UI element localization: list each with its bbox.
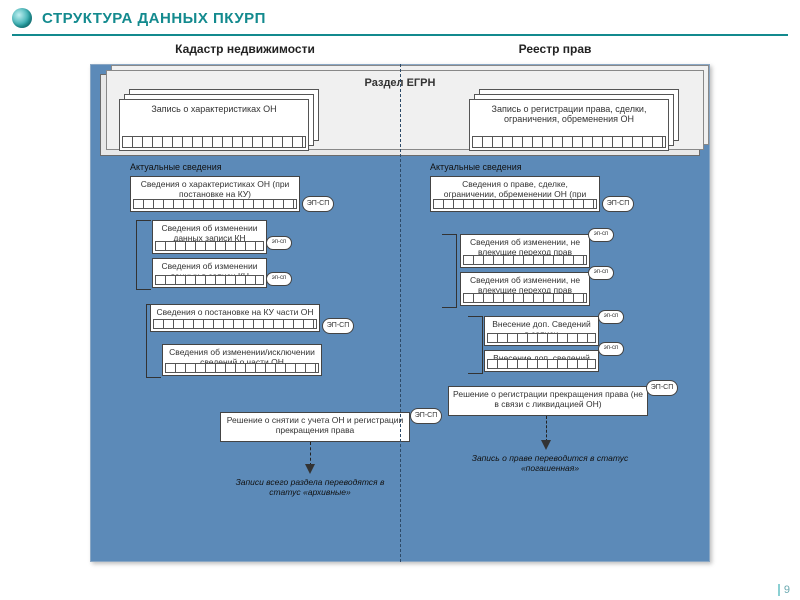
logo-icon: [12, 8, 32, 28]
barcode-icon: [472, 136, 666, 148]
right-arrow-line: [546, 416, 547, 442]
arrow-down-icon: [541, 440, 551, 450]
actual-right: Актуальные сведения: [430, 162, 522, 172]
ep-badge: ЭП-СП: [646, 380, 678, 396]
column-headers: Кадастр недвижимости Реестр прав: [90, 42, 710, 66]
ep-badge: ЭП-СП: [602, 196, 634, 212]
ep-badge: эп-сп: [588, 228, 614, 242]
ep-badge: эп-сп: [598, 310, 624, 324]
barcode-icon: [122, 136, 306, 148]
ep-badge: эп-сп: [266, 272, 292, 286]
header-rule: [12, 34, 788, 36]
right-b: Сведения об изменении, не влекущие перех…: [460, 272, 590, 306]
left-a: Сведения об изменении данных записи КН: [152, 220, 267, 254]
center-divider: [400, 64, 401, 562]
right-bracket-1: [442, 234, 457, 308]
diagram: Кадастр недвижимости Реестр прав Раздел …: [90, 42, 710, 562]
egrn-right-text: Запись о регистрации права, сделки, огра…: [492, 104, 647, 124]
page-number: 9: [778, 584, 790, 596]
left-c: Сведения о постановке на КУ части ОН: [150, 304, 320, 332]
right-bracket-2: [468, 316, 483, 374]
ep-badge: ЭП-СП: [322, 318, 354, 334]
left-bracket-1: [136, 220, 151, 290]
col-left-title: Кадастр недвижимости: [90, 42, 400, 66]
left-arrow-line: [310, 442, 311, 466]
egrn-left-text: Запись о характеристиках ОН: [151, 104, 276, 114]
ep-badge: эп-сп: [588, 266, 614, 280]
left-decision: Решение о снятии с учета ОН и регистраци…: [220, 412, 410, 442]
right-a: Сведения об изменении, не влекущие перех…: [460, 234, 590, 268]
page-header: СТРУКТУРА ДАННЫХ ПКУРП: [0, 0, 800, 32]
egrn-left-card: Запись о характеристиках ОН: [119, 99, 309, 151]
col-right-title: Реестр прав: [400, 42, 710, 66]
left-result: Записи всего раздела переводятся в стату…: [220, 476, 400, 500]
left-b: Сведения об изменении данных в записи КН: [152, 258, 267, 288]
arrow-down-icon: [305, 464, 315, 474]
left-d: Сведения об изменении/исключении сведени…: [162, 344, 322, 376]
right-result: Запись о праве переводится в статус «пог…: [460, 452, 640, 476]
page-title: СТРУКТУРА ДАННЫХ ПКУРП: [42, 10, 266, 27]
egrn-right-card: Запись о регистрации права, сделки, огра…: [469, 99, 669, 151]
ep-badge: ЭП-СП: [410, 408, 442, 424]
ep-badge: эп-сп: [598, 342, 624, 356]
ep-badge: эп-сп: [266, 236, 292, 250]
right-root: Сведения о праве, сделке, ограничении, о…: [430, 176, 600, 212]
actual-left: Актуальные сведения: [130, 162, 222, 172]
ep-badge: ЭП-СП: [302, 196, 334, 212]
right-c: Внесение доп. Сведений в записи: [484, 316, 599, 346]
left-root: Сведения о характеристиках ОН (при поста…: [130, 176, 300, 212]
right-decision: Решение о регистрации прекращения права …: [448, 386, 648, 416]
right-d: Внесение доп. сведений: [484, 350, 599, 372]
